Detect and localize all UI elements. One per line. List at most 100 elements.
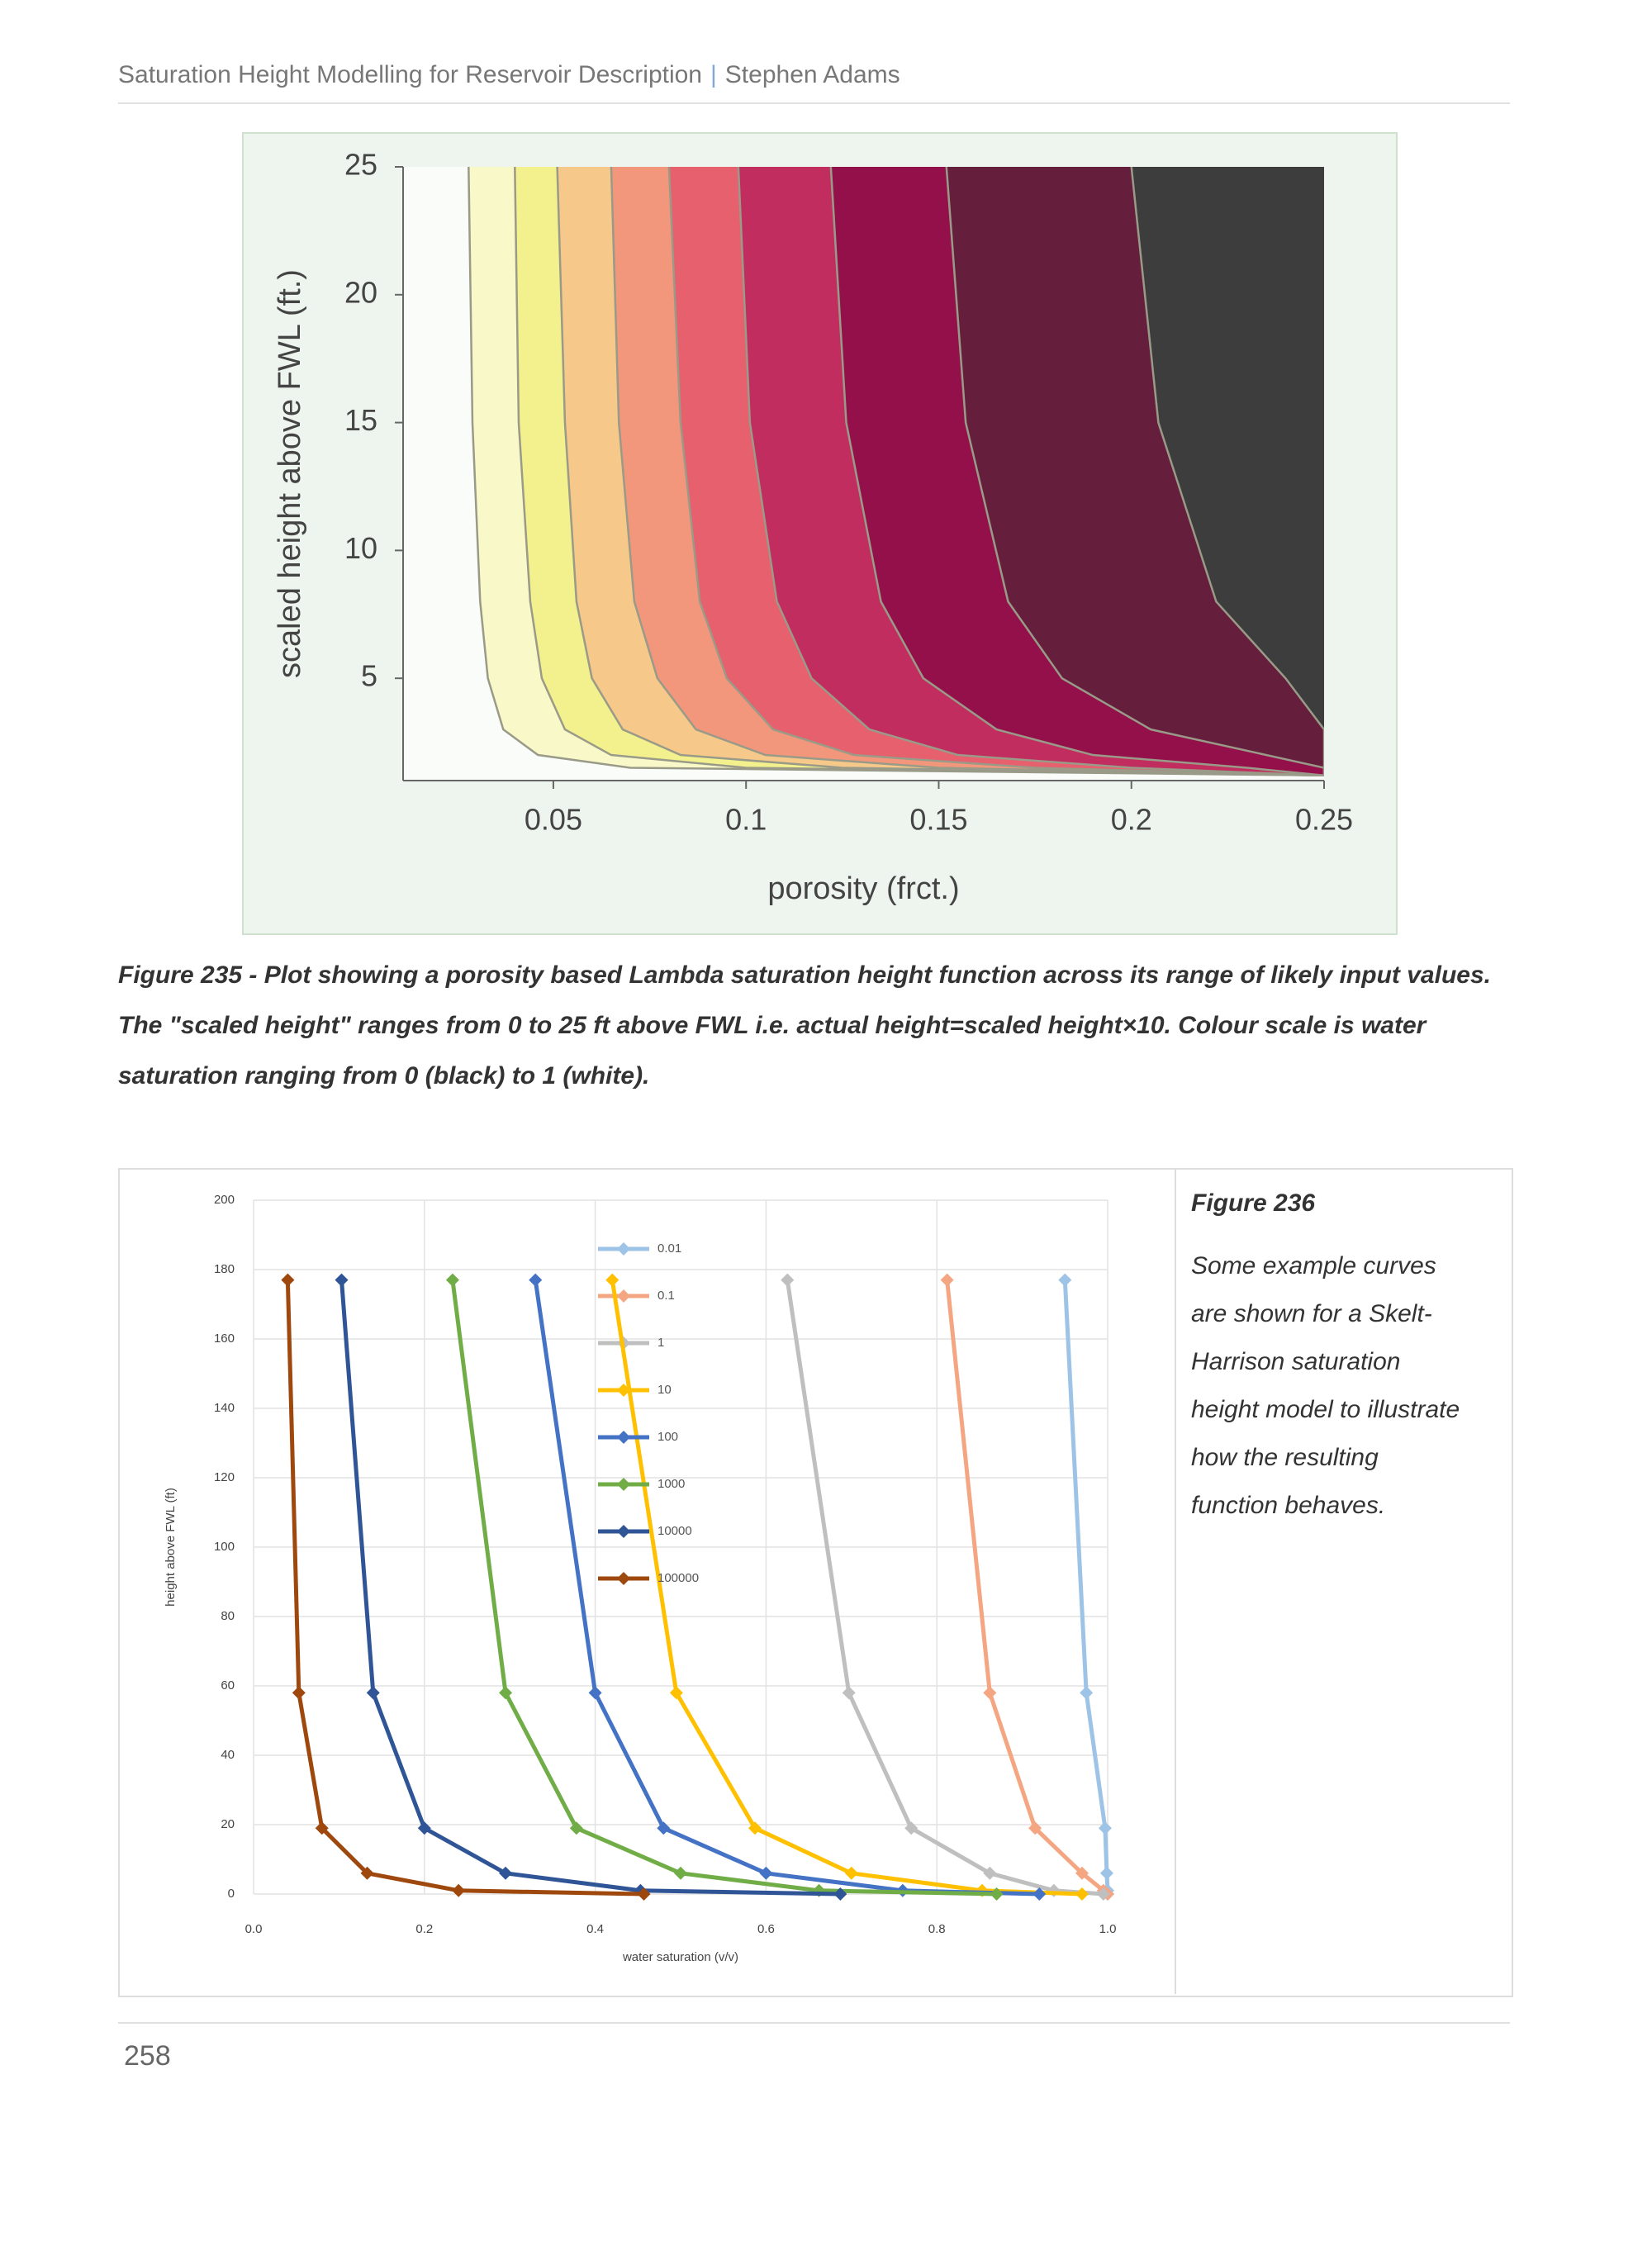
point-marker xyxy=(833,1887,847,1901)
legend-marker xyxy=(617,1289,630,1303)
point-marker xyxy=(1032,1887,1047,1901)
x-tick-label: 0.0 xyxy=(245,1922,263,1936)
header-rule xyxy=(118,102,1510,104)
point-marker xyxy=(1075,1887,1089,1901)
x-tick-label: 0.1 xyxy=(725,803,767,837)
x-tick-label: 0.15 xyxy=(909,803,967,837)
point-marker xyxy=(940,1273,954,1287)
point-marker xyxy=(452,1883,466,1897)
side-body: Some example curves are shown for a Skel… xyxy=(1191,1252,1460,1519)
y-tick-label: 200 xyxy=(214,1193,235,1207)
point-marker xyxy=(335,1273,349,1287)
legend-label: 0.01 xyxy=(657,1241,681,1256)
line-chart: 0 20 40 60 80 100 120 140 160 180 200 0.0 0.2 0.4 0.6 0… xyxy=(164,1193,1117,1964)
point-marker xyxy=(669,1686,683,1700)
point-marker xyxy=(748,1821,762,1835)
contour-band xyxy=(1131,167,1324,776)
y-tick-label: 180 xyxy=(214,1262,235,1276)
figure-frame xyxy=(118,1168,1513,1997)
y-tick-label: 40 xyxy=(221,1748,235,1762)
legend-label: 10000 xyxy=(657,1524,692,1538)
x-tick-label: 0.05 xyxy=(525,803,582,837)
point-marker xyxy=(637,1887,651,1901)
y-tick-label: 60 xyxy=(221,1678,235,1692)
y-tick-label: 100 xyxy=(214,1540,235,1554)
point-marker xyxy=(588,1686,602,1700)
x-tick-label: 1.0 xyxy=(1099,1922,1117,1936)
point-marker xyxy=(990,1887,1004,1901)
point-marker xyxy=(366,1686,380,1700)
point-marker xyxy=(634,1883,648,1897)
series-line xyxy=(339,1279,841,1897)
x-tick-label: 0.8 xyxy=(928,1922,946,1936)
point-marker xyxy=(983,1866,997,1880)
x-axis-label: water saturation (v/v) xyxy=(622,1950,738,1964)
contour-line xyxy=(667,167,1324,777)
x-tick-label: 0.2 xyxy=(1111,803,1152,837)
point-marker xyxy=(569,1821,583,1835)
point-marker xyxy=(1099,1866,1113,1880)
x-axis-label: porosity (frct.) xyxy=(767,871,959,906)
contour-line xyxy=(829,167,1324,777)
x-tick-label: 0.2 xyxy=(415,1922,433,1936)
header-author: Stephen Adams xyxy=(724,61,900,88)
point-marker xyxy=(1080,1686,1094,1700)
x-tick-label: 0.25 xyxy=(1295,803,1353,837)
legend-label: 100 xyxy=(657,1430,678,1444)
y-tick-label: 0 xyxy=(228,1887,235,1901)
contour-line xyxy=(610,167,1324,777)
point-marker xyxy=(657,1821,671,1835)
contour-line xyxy=(514,167,1324,777)
side-label: Figure 236 xyxy=(1191,1189,1316,1217)
point-marker xyxy=(674,1866,687,1880)
y-tick-label: 10 xyxy=(344,531,377,565)
y-tick-label: 140 xyxy=(214,1401,235,1415)
y-tick-label: 120 xyxy=(214,1470,235,1484)
point-marker xyxy=(1096,1887,1110,1901)
legend-marker xyxy=(617,1525,630,1538)
side-note: Figure 236 Some example curves are shown… xyxy=(1175,1168,1487,1994)
legend-label: 100000 xyxy=(657,1571,699,1585)
y-axis-label: height above FWL (ft) xyxy=(164,1488,178,1607)
point-marker xyxy=(759,1866,773,1880)
contour-line xyxy=(945,167,1324,776)
point-marker xyxy=(445,1273,459,1287)
contour-line xyxy=(468,167,1324,777)
legend-marker xyxy=(617,1431,630,1444)
series-line xyxy=(285,1279,644,1897)
point-marker xyxy=(1058,1273,1072,1287)
header-title: Saturation Height Modelling for Reservoi… xyxy=(118,61,702,88)
contour-chart: 5 10 15 20 25 0.05 0.1 0.15 0.2 0.25 porosity (frc… xyxy=(273,148,1353,907)
y-tick-label: 5 xyxy=(361,659,377,693)
series-line xyxy=(450,1279,997,1897)
point-marker xyxy=(844,1866,858,1880)
point-marker xyxy=(781,1273,795,1287)
y-tick-label: 20 xyxy=(221,1817,235,1831)
point-marker xyxy=(983,1686,997,1700)
y-tick-label: 20 xyxy=(344,275,377,309)
legend-label: 1000 xyxy=(657,1477,685,1491)
contour-group xyxy=(468,167,1324,777)
y-axis-label: scaled height above FWL (ft.) xyxy=(273,269,307,678)
legend-label: 10 xyxy=(657,1383,672,1397)
point-marker xyxy=(499,1866,513,1880)
page-number: 258 xyxy=(124,2040,171,2072)
point-marker xyxy=(360,1866,374,1880)
legend-marker xyxy=(617,1572,630,1585)
contour-line xyxy=(737,167,1324,777)
legend-label: 1 xyxy=(657,1336,664,1350)
y-tick-label: 80 xyxy=(221,1609,235,1623)
point-marker xyxy=(499,1686,513,1700)
point-marker xyxy=(904,1821,919,1835)
footer-rule xyxy=(118,2022,1510,2024)
figure-caption: Figure 235 - Plot showing a porosity bas… xyxy=(118,961,1491,1090)
point-marker xyxy=(1075,1866,1089,1880)
point-marker xyxy=(292,1686,306,1700)
point-marker xyxy=(1098,1821,1112,1835)
x-tick-label: 0.4 xyxy=(586,1922,604,1936)
point-marker xyxy=(417,1821,431,1835)
legend-label: 0.1 xyxy=(657,1289,675,1303)
point-marker xyxy=(812,1883,826,1897)
point-marker xyxy=(1028,1821,1042,1835)
